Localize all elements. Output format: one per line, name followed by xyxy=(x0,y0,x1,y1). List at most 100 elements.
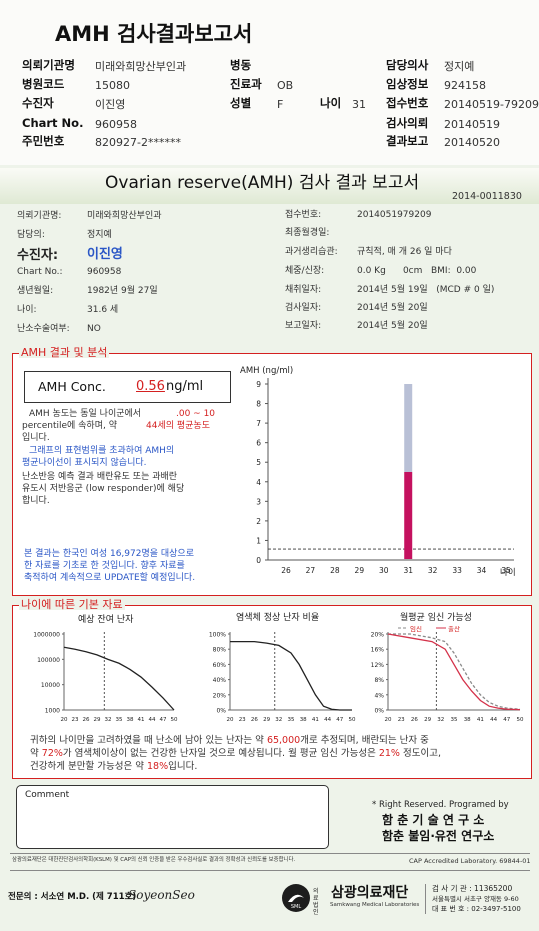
header-value: OB xyxy=(277,79,294,92)
amh-conc-value: 0.56 xyxy=(136,379,165,394)
info-label: 체중/신장: xyxy=(285,266,325,276)
org-name: 삼광의료재단 xyxy=(331,885,409,901)
footer-rule xyxy=(10,870,530,871)
header-value: 미래와희망산부인과 xyxy=(95,60,187,73)
info-label: 수진자: xyxy=(17,248,59,263)
amh-text: percentile에 속하며, 약 xyxy=(22,421,117,431)
lab-logo-mark: SML xyxy=(288,894,304,910)
x-tick-label: 47 xyxy=(160,717,167,723)
amh-mean-age: 44세의 평균농도 xyxy=(146,421,210,431)
x-tick-label: 44 xyxy=(490,717,497,723)
x-tick-label: 41 xyxy=(312,717,319,723)
y-tick-label: 9 xyxy=(256,380,261,389)
info-label: 난소수술여부: xyxy=(17,324,70,334)
header-value: 20140520 xyxy=(444,136,500,149)
y-tick-label: 1 xyxy=(256,536,261,545)
header-label: 병원코드 xyxy=(22,77,65,91)
y-tick-label: 0 xyxy=(256,556,261,565)
footer-rule xyxy=(10,853,530,854)
y-tick-label: 1000 xyxy=(45,708,60,715)
amh-note: 평균나이선이 표시되지 않습니다. xyxy=(22,458,147,468)
info-label: 최종월경일: xyxy=(285,228,330,238)
info-value: 2014051979209 xyxy=(357,210,432,220)
amh-text: AMH 농도는 동일 나이군에서 xyxy=(29,409,142,419)
amh-text: 합니다. xyxy=(22,496,50,506)
header-label: 주민번호 xyxy=(22,134,65,148)
header-label: 수진자 xyxy=(22,96,54,110)
header-sheet xyxy=(0,0,539,165)
x-tick-label: 20 xyxy=(385,717,392,723)
y-tick-label: 8% xyxy=(374,677,384,684)
series-line xyxy=(230,640,352,711)
header-value: 20140519-79209 xyxy=(444,98,539,111)
header-label: 성별 xyxy=(230,96,252,110)
info-label: 의뢰기관명: xyxy=(17,211,62,221)
y-tick-label: 20% xyxy=(213,692,227,699)
doc-number: 2014-0011830 xyxy=(452,191,522,202)
x-tick-label: 44 xyxy=(149,717,156,723)
header-label: 나이 xyxy=(320,96,342,110)
x-tick-label: 35 xyxy=(501,566,511,575)
x-tick-label: 38 xyxy=(300,717,307,723)
header-label: 접수번호 xyxy=(386,96,429,110)
x-tick-label: 31 xyxy=(403,566,413,575)
normal-egg-ratio-chart: 100% 80% 60% 40% 20% 0%20 23 26 29 32 35 38 41 44 47 50 xyxy=(209,632,356,724)
institution-number: 검 사 기 관 : 11365200 xyxy=(432,884,513,893)
x-tick-label: 23 xyxy=(398,717,405,723)
x-tick-label: 50 xyxy=(517,717,524,723)
rights-org: 함춘 불임·유전 연구소 xyxy=(382,829,495,843)
x-tick-label: 35 xyxy=(116,717,123,723)
info-value: 규칙적, 매 개 26 일 마다 xyxy=(357,247,452,257)
info-label: 과거생리습관: xyxy=(285,247,338,257)
y-tick-label: 20% xyxy=(371,632,385,639)
y-tick-label: 16% xyxy=(371,647,385,654)
org-name-en: Samkwang Medical Laboratories xyxy=(330,902,420,908)
x-tick-label: 29 xyxy=(263,717,270,723)
x-axis-label: 나이 xyxy=(500,567,516,578)
address: 서울특별시 서초구 양재동 9-60 xyxy=(432,895,519,903)
y-tick-label: 0% xyxy=(216,708,226,715)
header-value: 이진영 xyxy=(95,98,126,111)
info-label: 채취일자: xyxy=(285,285,322,295)
info-label: 검사일자: xyxy=(285,303,322,313)
amh-text: 입니다. xyxy=(22,433,50,443)
x-tick-label: 35 xyxy=(451,717,458,723)
comment-label: Comment xyxy=(25,790,70,800)
y-tick-label: 60% xyxy=(213,662,227,669)
report-title: AMH 검사결과보고서 xyxy=(55,22,253,46)
footer-divider xyxy=(425,884,426,914)
header-label: 검사의뢰 xyxy=(386,116,429,130)
footer-note: 삼광의료재단은 대한진단검사의학회(KSLM) 및 CAP의 신뢰 인증을 받은… xyxy=(12,857,296,863)
amh-note: 그래프의 표현범위를 초과하여 AMH의 xyxy=(29,446,175,456)
info-value: 1982년 9월 27일 xyxy=(87,286,158,296)
svg-text:SML: SML xyxy=(291,904,301,910)
header-value: 924158 xyxy=(444,79,486,92)
report-main-title: Ovarian reserve(AMH) 검사 결과 보고서 xyxy=(105,173,420,193)
x-tick-label: 28 xyxy=(330,566,340,575)
summary-line: 약 72%가 염색체이상이 없는 건강한 난자일 것으로 예상됩니다. 월 평균… xyxy=(30,748,441,759)
info-label: 접수번호: xyxy=(285,210,322,220)
amh-conc-label: AMH Conc. xyxy=(38,379,106,394)
info-value: 2014년 5월 19일 (MCD # 0 일) xyxy=(357,285,495,295)
y-tick-label: 3 xyxy=(256,497,261,506)
summary-line: 건강하게 분만할 가능성은 약 18%입니다. xyxy=(30,761,198,772)
header-label: 담당의사 xyxy=(386,58,429,72)
x-tick-label: 32 xyxy=(428,566,438,575)
info-value: NO xyxy=(87,324,101,334)
header-label: 임상정보 xyxy=(386,77,429,91)
y-axis-label: AMH (ng/ml) xyxy=(240,366,293,376)
x-tick-label: 41 xyxy=(477,717,484,723)
amh-percentile: .00 ~ 10 xyxy=(176,409,216,419)
legend-label: 출산 xyxy=(448,626,460,633)
amh-text: 난소반응 예측 결과 배란유도 또는 과배란 xyxy=(22,472,178,482)
x-tick-label: 23 xyxy=(239,717,246,723)
series-line-birth xyxy=(387,633,521,711)
y-tick-label: 6 xyxy=(256,439,261,448)
header-value: 31 xyxy=(352,98,366,111)
header-value: 960958 xyxy=(95,118,137,131)
x-tick-label: 26 xyxy=(411,717,418,723)
x-tick-label: 41 xyxy=(138,717,145,723)
y-tick-label: 40% xyxy=(213,677,227,684)
